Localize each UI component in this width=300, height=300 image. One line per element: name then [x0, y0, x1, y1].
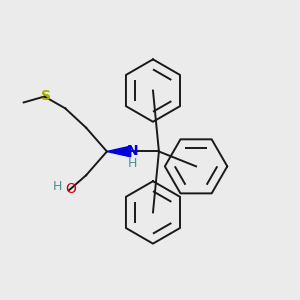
- Text: S: S: [41, 88, 51, 103]
- Text: H: H: [52, 180, 62, 193]
- Text: O: O: [65, 182, 76, 196]
- Text: H: H: [128, 158, 137, 170]
- Polygon shape: [107, 146, 131, 157]
- Text: N: N: [127, 144, 138, 158]
